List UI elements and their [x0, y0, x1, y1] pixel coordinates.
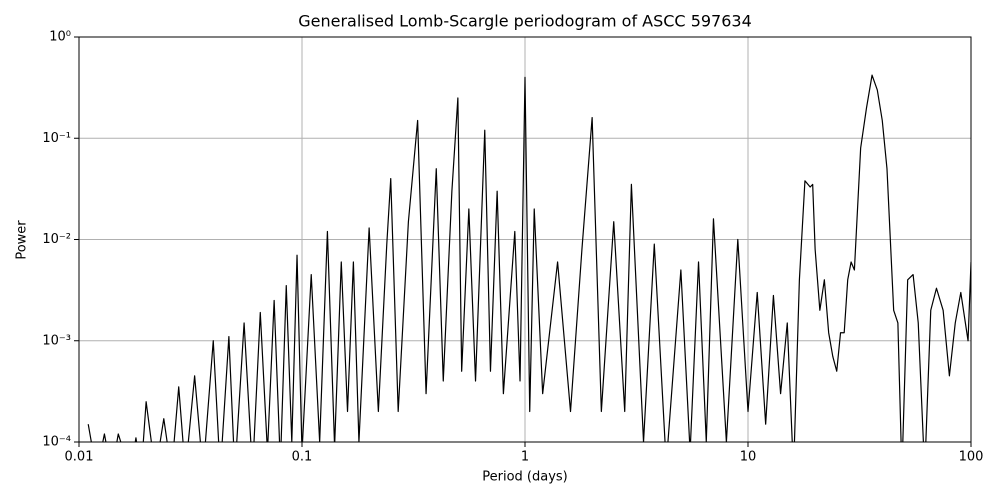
- y-tick-label: 10⁻²: [42, 232, 71, 247]
- chart-title: Generalised Lomb-Scargle periodogram of …: [298, 12, 752, 31]
- data-line: [87, 74, 971, 442]
- x-tick-label: 0.1: [292, 450, 313, 465]
- y-tick-label: 10⁻³: [42, 333, 71, 348]
- x-tick-label: 0.01: [65, 450, 94, 465]
- y-tick-label: 10⁰: [49, 30, 71, 45]
- plot-area: [87, 74, 971, 442]
- y-tick-label: 10⁻⁴: [42, 435, 71, 450]
- x-axis-label: Period (days): [482, 470, 568, 485]
- x-tick-label: 1: [521, 450, 529, 465]
- y-axis-label: Power: [15, 220, 30, 260]
- x-tick-label: 10: [740, 450, 757, 465]
- y-tick-label: 10⁻¹: [42, 131, 71, 146]
- x-tick-label: 100: [959, 450, 984, 465]
